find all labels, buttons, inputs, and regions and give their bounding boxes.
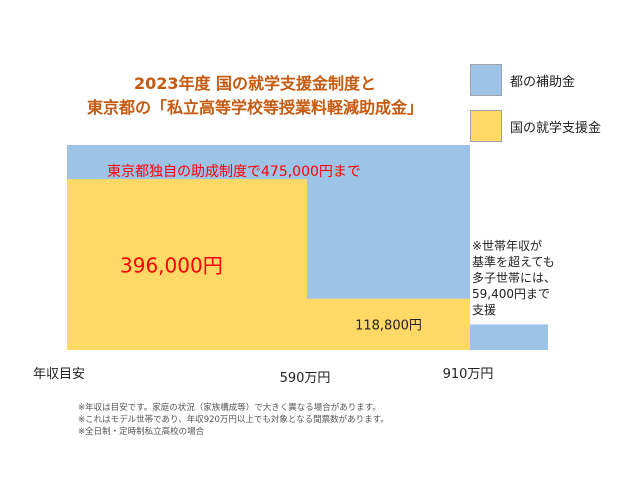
x-axis-label: 年収目安 (33, 367, 85, 382)
bar-tokyo-band-3 (470, 324, 548, 350)
bar-kuni-band-1 (67, 179, 307, 350)
legend-swatch-kuni (470, 110, 502, 142)
top-annotation: 東京都独自の助成制度で475,000円まで (107, 164, 361, 180)
side-note-line-4: 59,400円まで (472, 287, 550, 301)
legend: 都の補助金 国の就学支援金 (470, 60, 601, 152)
legend-item-kuni: 国の就学支援金 (470, 106, 601, 146)
title-line-1: 2023年度 国の就学支援金制度と (133, 74, 377, 93)
x-tick-label-590: 590万円 (280, 371, 331, 386)
side-note-line-1: ※世帯年収が (472, 238, 542, 253)
bar-kuni-band-2 (307, 298, 470, 350)
side-note-line-2: 基準を超えても (472, 254, 555, 269)
x-tick-label-910: 910万円 (443, 367, 494, 382)
footnote-1: ※年収は目安です。家庭の状況（家族構成等）で大きく異なる場合があります。 (78, 403, 381, 413)
footnote-3: ※全日制・定時制私立高校の場合 (78, 427, 205, 437)
footnote-2: ※これはモデル世帯であり、年収920万円以上でも対象となる間票数があります。 (78, 415, 389, 425)
side-note-line-5: 支援 (472, 303, 496, 317)
side-note-line-3: 多子世帯には、 (472, 271, 556, 285)
data-label-kuni-band-1: 396,000円 (120, 254, 223, 278)
legend-item-tokyo: 都の補助金 (470, 60, 601, 100)
title-line-2: 東京都の「私立高等学校等授業料軽減助成金」 (86, 98, 423, 117)
chart-title: 2023年度 国の就学支援金制度と 東京都の「私立高等学校等授業料軽減助成金」 (60, 72, 450, 120)
data-label-kuni-band-2: 118,800円 (355, 318, 422, 333)
legend-swatch-tokyo (470, 64, 502, 96)
legend-label-tokyo: 都の補助金 (510, 74, 576, 90)
legend-label-kuni: 国の就学支援金 (510, 120, 602, 136)
footnotes: ※年収は目安です。家庭の状況（家族構成等）で大きく異なる場合があります。 ※これ… (78, 402, 389, 438)
